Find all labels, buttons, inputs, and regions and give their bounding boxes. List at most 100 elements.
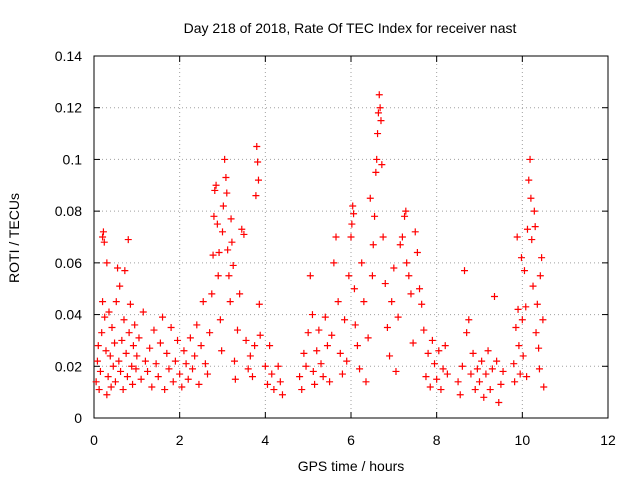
data-point	[536, 272, 544, 280]
data-point	[125, 329, 133, 337]
data-point	[469, 349, 477, 357]
data-point	[122, 349, 130, 357]
data-point	[135, 334, 143, 342]
data-point	[402, 207, 410, 215]
y-tick-label: 0.06	[55, 255, 82, 271]
data-point	[514, 305, 522, 313]
data-point	[108, 324, 116, 331]
x-tick-label: 2	[176, 432, 184, 448]
data-point	[118, 336, 126, 344]
data-point	[204, 370, 212, 378]
data-point	[304, 329, 312, 337]
data-point	[422, 373, 430, 381]
y-tick-label: 0.14	[55, 48, 82, 64]
data-point	[364, 334, 372, 342]
data-point	[431, 360, 439, 368]
data-point	[517, 254, 525, 262]
data-point	[321, 313, 329, 321]
data-point	[109, 362, 117, 370]
data-point	[215, 249, 223, 257]
data-point	[523, 225, 531, 233]
data-point	[350, 210, 358, 218]
data-point	[319, 373, 327, 381]
data-point	[336, 349, 344, 357]
data-point	[420, 326, 428, 334]
data-point	[458, 362, 466, 370]
data-point	[242, 336, 250, 344]
data-point	[371, 212, 379, 220]
data-point	[256, 331, 264, 339]
data-point	[478, 357, 486, 365]
data-point	[180, 347, 188, 355]
data-point	[255, 300, 263, 308]
data-point	[227, 215, 235, 223]
data-point	[106, 352, 114, 360]
data-point	[150, 326, 158, 334]
data-point	[332, 233, 340, 241]
data-point	[433, 375, 441, 383]
data-point	[495, 398, 503, 406]
data-point	[95, 386, 103, 394]
data-point	[471, 386, 479, 394]
data-point	[240, 230, 248, 238]
data-point	[248, 373, 256, 381]
data-point	[516, 370, 524, 378]
data-point	[270, 386, 278, 394]
y-axis-label: ROTI / TECUs	[6, 193, 22, 283]
axis-ticks	[93, 55, 609, 419]
data-point	[523, 373, 531, 381]
data-point	[511, 378, 519, 386]
data-point	[218, 347, 226, 355]
data-point	[515, 342, 523, 350]
data-point	[238, 225, 246, 233]
data-point	[169, 378, 177, 386]
data-point	[386, 352, 394, 360]
data-point	[120, 316, 128, 324]
data-point	[426, 383, 434, 391]
data-point	[439, 365, 447, 373]
data-point	[334, 298, 342, 306]
data-point	[317, 360, 325, 368]
data-point	[219, 202, 227, 210]
data-point	[347, 233, 355, 241]
data-point	[362, 378, 370, 386]
data-point	[530, 207, 538, 215]
data-point	[467, 370, 475, 378]
data-point	[510, 360, 518, 368]
x-tick-label: 10	[515, 432, 531, 448]
y-tick-label: 0.08	[55, 203, 82, 219]
data-point	[263, 380, 271, 388]
data-point	[368, 272, 376, 280]
data-point	[416, 285, 424, 293]
data-point	[94, 342, 102, 350]
chart-title: Day 218 of 2018, Rate Of TEC Index for r…	[184, 20, 517, 36]
data-point	[375, 91, 383, 99]
data-point	[525, 176, 533, 184]
data-point	[124, 236, 132, 244]
data-point	[418, 300, 426, 308]
data-point	[461, 267, 469, 275]
data-point	[171, 357, 179, 365]
data-point	[398, 233, 406, 241]
data-point	[133, 352, 141, 360]
data-point	[278, 391, 286, 399]
data-point	[115, 357, 123, 365]
data-point	[119, 386, 127, 394]
data-point	[208, 290, 216, 298]
data-point	[441, 342, 449, 350]
data-point	[254, 158, 262, 166]
data-point	[390, 264, 398, 272]
data-point	[210, 212, 218, 220]
data-point	[360, 298, 368, 306]
data-point	[253, 143, 261, 150]
data-point	[228, 238, 236, 246]
data-point	[103, 259, 111, 267]
data-point	[112, 298, 120, 306]
data-point	[103, 391, 111, 399]
data-point	[252, 192, 260, 200]
data-point	[358, 259, 366, 267]
data-point	[403, 259, 411, 267]
data-point	[526, 155, 534, 163]
